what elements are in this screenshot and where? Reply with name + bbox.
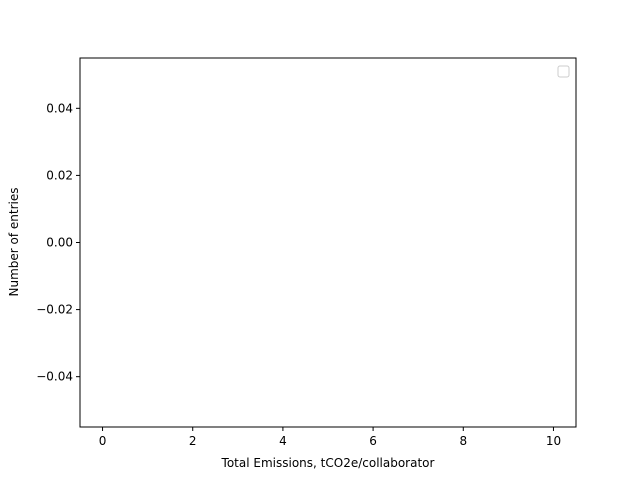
- y-tick-label: 0.00: [46, 236, 73, 250]
- y-tick-label: −0.02: [36, 303, 73, 317]
- x-tick-label: 6: [369, 434, 377, 448]
- x-tick-label: 0: [99, 434, 107, 448]
- x-axis-label: Total Emissions, tCO2e/collaborator: [221, 456, 435, 470]
- x-tick-label: 10: [546, 434, 561, 448]
- x-tick-label: 8: [459, 434, 467, 448]
- y-tick-label: 0.04: [46, 101, 73, 115]
- x-tick-label: 2: [189, 434, 197, 448]
- plot-area: 0 2 4 6 8 10 −0.04 −0.02 0.00 0.02 0.04: [36, 57, 577, 448]
- legend-box: [557, 65, 570, 78]
- y-axis-label: Number of entries: [7, 188, 21, 297]
- x-tick-label: 4: [279, 434, 287, 448]
- y-tick-label: −0.04: [36, 370, 73, 384]
- y-tick-label: 0.02: [46, 168, 73, 182]
